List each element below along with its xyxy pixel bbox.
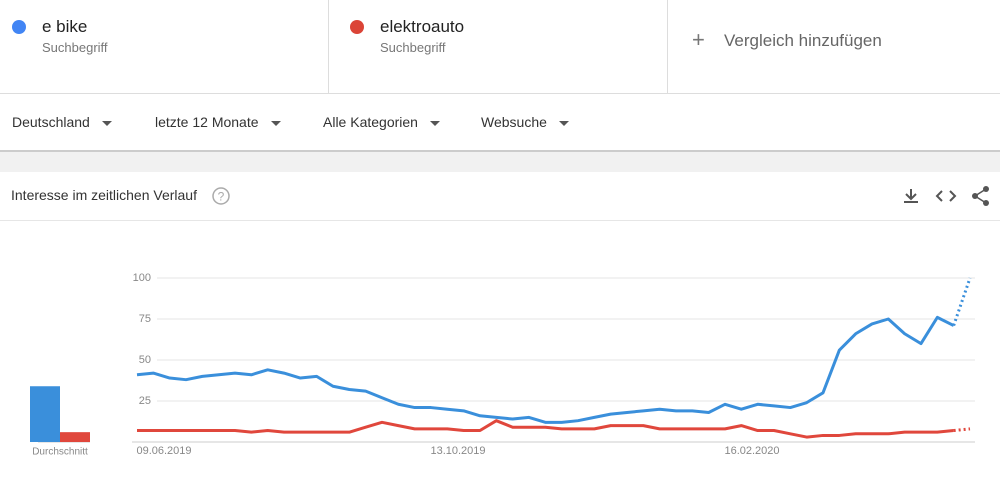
terms-bar: e bike Suchbegriff elektroauto Suchbegri… bbox=[0, 0, 1000, 94]
series-line bbox=[137, 419, 954, 439]
share-icon[interactable] bbox=[970, 185, 992, 207]
help-icon[interactable]: ? bbox=[211, 186, 231, 206]
y-tick-label: 50 bbox=[139, 354, 151, 366]
x-tick-label: 13.10.2019 bbox=[430, 445, 485, 457]
partial-line bbox=[952, 277, 972, 327]
divider bbox=[0, 220, 1000, 221]
x-tick-label: 16.02.2020 bbox=[724, 445, 779, 457]
average-label: Durchschnitt bbox=[32, 447, 88, 458]
plus-icon[interactable]: + bbox=[692, 27, 705, 52]
x-tick-label: 09.06.2019 bbox=[136, 445, 191, 457]
embed-icon[interactable] bbox=[935, 186, 957, 206]
term[interactable]: elektroauto Suchbegriff bbox=[338, 0, 666, 93]
svg-text:?: ? bbox=[218, 190, 225, 204]
filter[interactable]: letzte 12 Monate bbox=[155, 114, 281, 130]
divider bbox=[0, 152, 1000, 172]
term-subtitle: Suchbegriff bbox=[42, 40, 108, 55]
filter[interactable]: Websuche bbox=[481, 114, 569, 130]
filter-bar: Deutschland letzte 12 Monate Alle Katego… bbox=[0, 94, 1000, 152]
download-icon[interactable] bbox=[901, 186, 921, 206]
filter[interactable]: Deutschland bbox=[12, 114, 112, 130]
card-title: Interesse im zeitlichen Verlauf bbox=[11, 187, 197, 203]
term-dot bbox=[12, 20, 26, 34]
y-tick-label: 100 bbox=[133, 272, 151, 284]
average-bar bbox=[30, 386, 60, 442]
term-name: e bike bbox=[42, 17, 88, 36]
add-comparison[interactable]: Vergleich hinzufügen bbox=[724, 31, 882, 50]
term[interactable]: e bike Suchbegriff bbox=[0, 0, 328, 93]
term-name: elektroauto bbox=[380, 17, 465, 36]
y-tick-label: 75 bbox=[139, 313, 151, 325]
term-subtitle: Suchbegriff bbox=[380, 40, 446, 55]
filter[interactable]: Alle Kategorien bbox=[323, 114, 440, 130]
y-tick-label: 25 bbox=[139, 395, 151, 407]
separator bbox=[667, 0, 668, 93]
series-line bbox=[136, 315, 955, 424]
separator bbox=[328, 0, 329, 93]
partial-line bbox=[953, 427, 971, 433]
term-dot bbox=[350, 20, 364, 34]
average-bar bbox=[60, 432, 90, 442]
